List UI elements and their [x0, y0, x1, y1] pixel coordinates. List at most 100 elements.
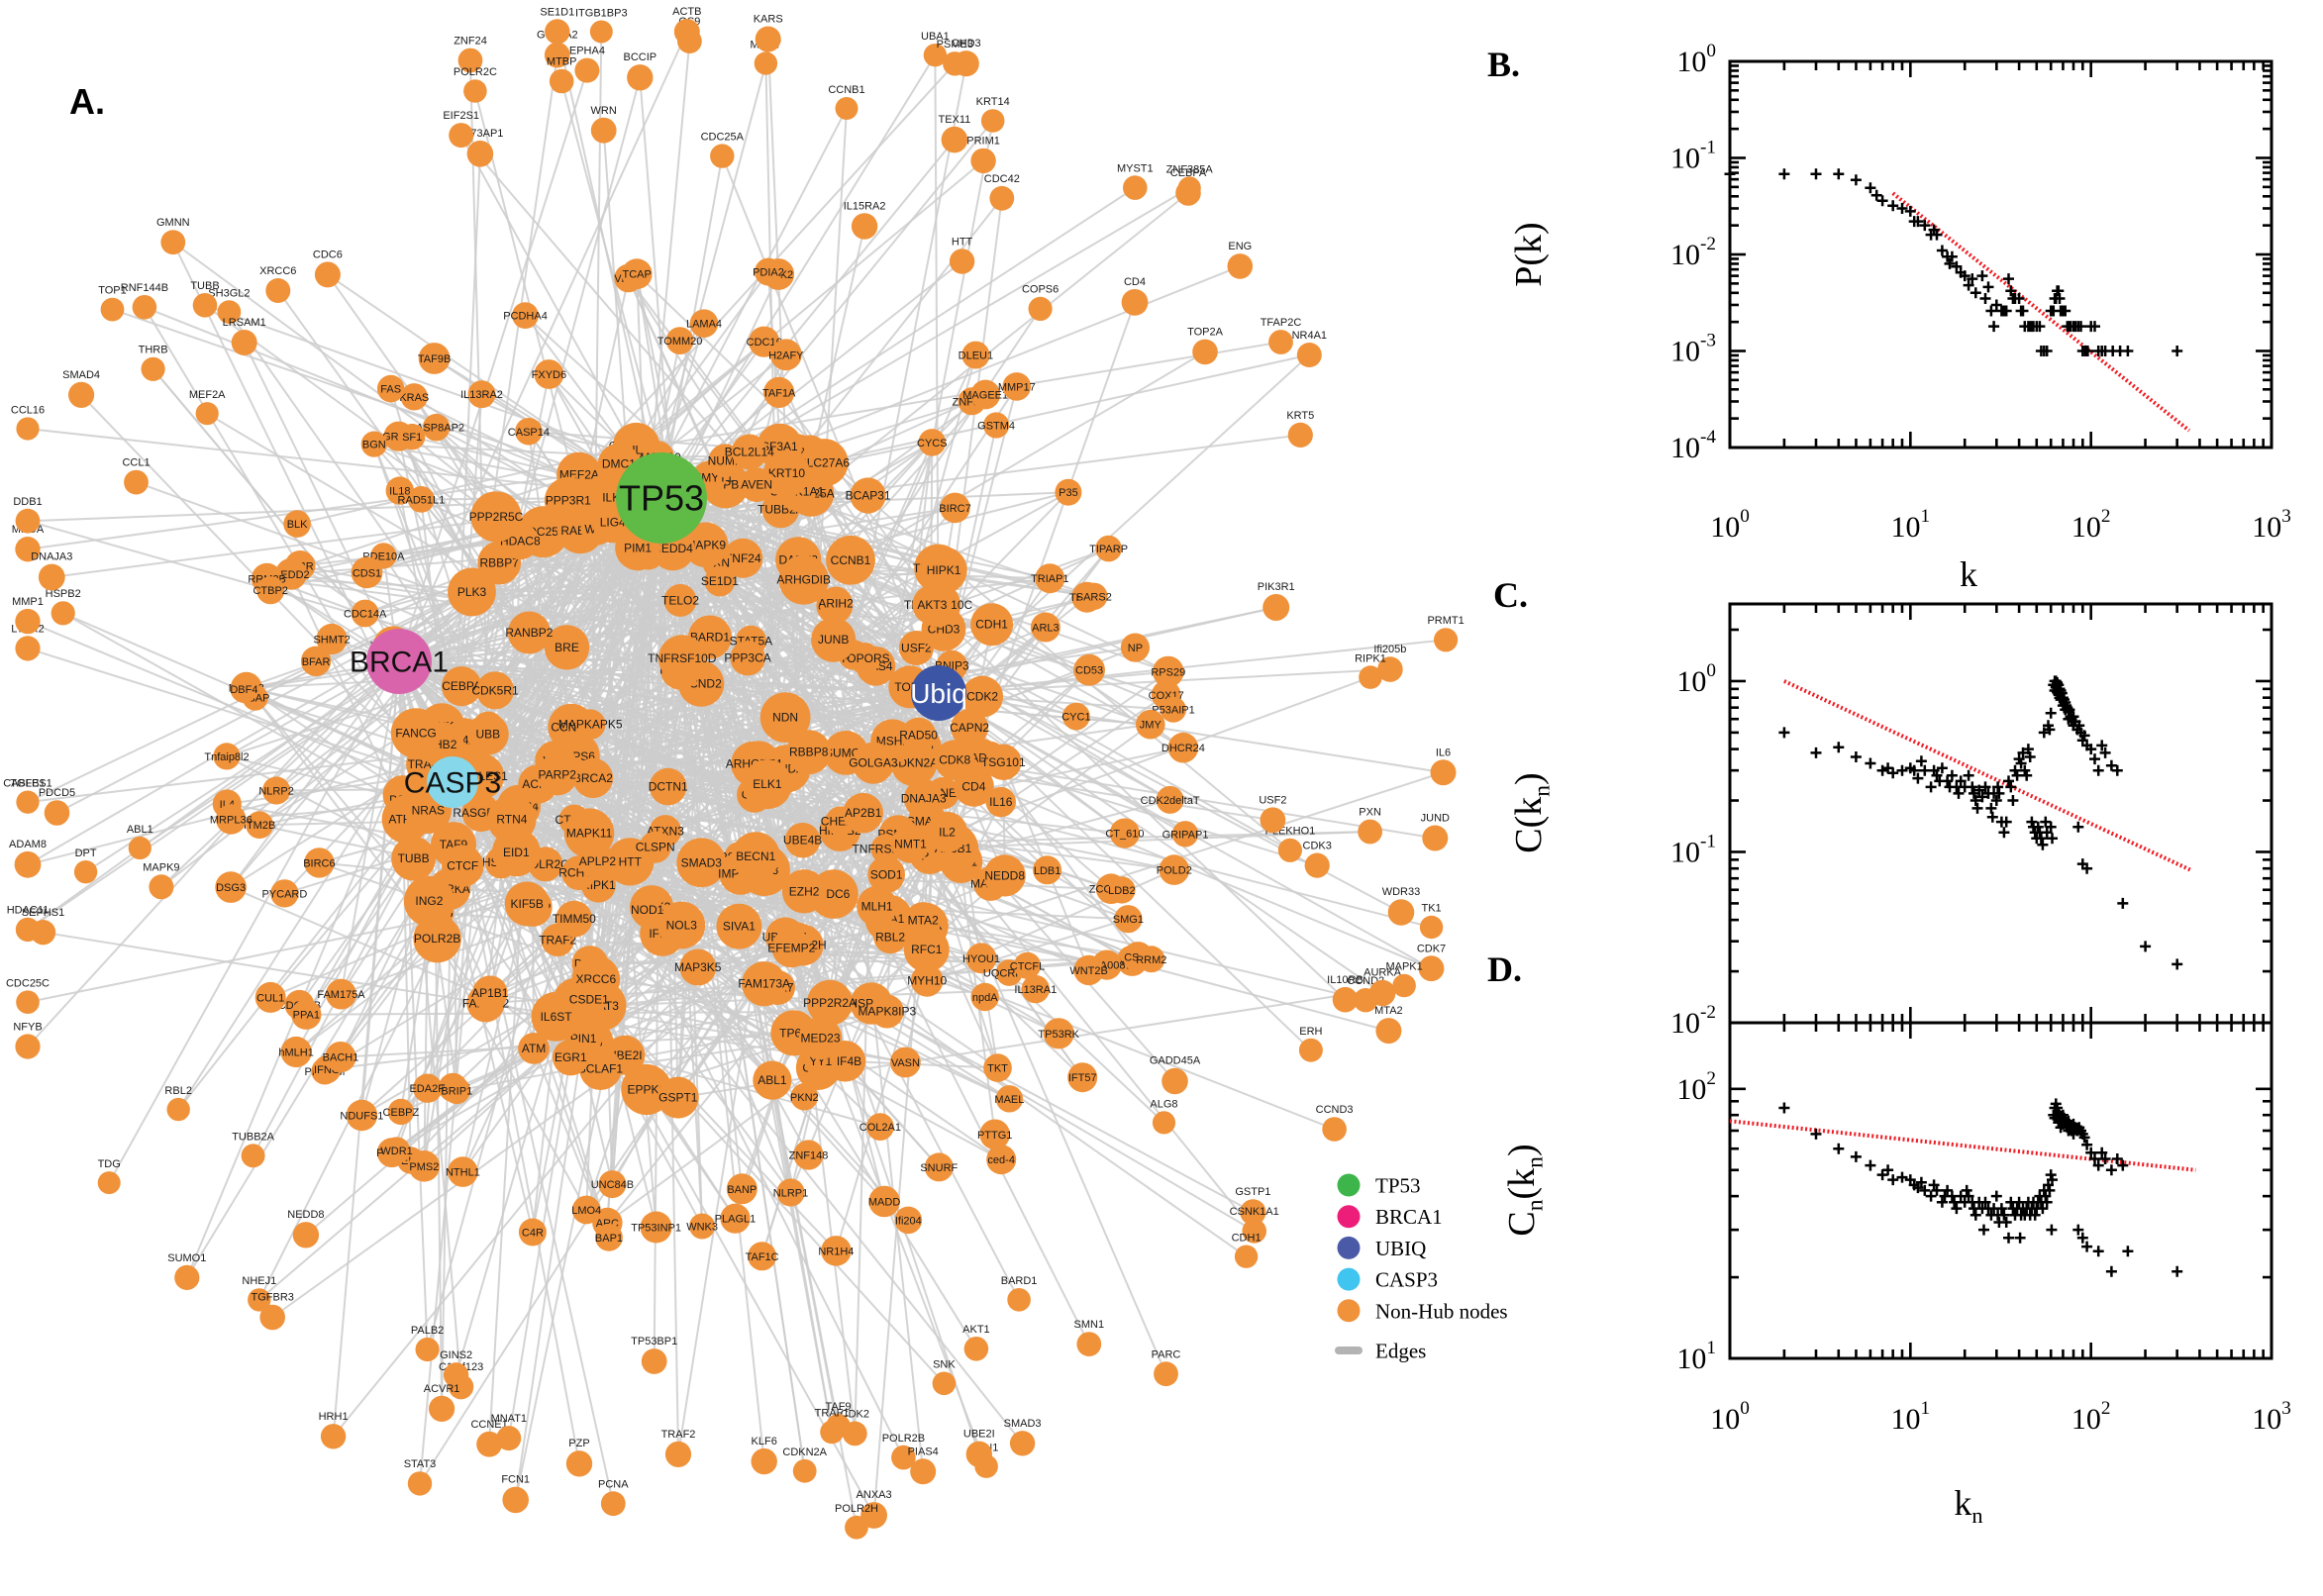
- network-node-label: CDK3: [1303, 841, 1332, 852]
- network-node: [1242, 1219, 1266, 1244]
- network-node: [470, 491, 522, 543]
- network-node: [246, 811, 273, 840]
- network-node: [1368, 979, 1396, 1007]
- network-node: [771, 928, 812, 968]
- network-node-label: AKT3: [917, 598, 947, 612]
- network-node: [965, 943, 997, 974]
- network-node-label: PPP2R5C: [469, 510, 524, 524]
- network-node: [751, 1447, 777, 1475]
- network-node: [800, 439, 849, 487]
- network-node: [985, 744, 1022, 780]
- network-node: [418, 343, 451, 374]
- network-node-label: HTT: [619, 854, 643, 868]
- network-node: [472, 975, 508, 1011]
- network-node-label: LDB2: [1108, 885, 1136, 897]
- network-node: [657, 901, 706, 949]
- x-tick-label: 102: [2071, 1398, 2111, 1436]
- network-node: [572, 757, 614, 799]
- network-node-label: MYH10: [907, 973, 947, 987]
- network-node: [673, 19, 700, 45]
- y-tick-label: 10-1: [1670, 831, 1716, 868]
- network-node: [835, 97, 858, 120]
- network-edge: [573, 639, 835, 821]
- network-node-label: POLR2C: [454, 66, 497, 78]
- network-node-label: NOD1: [631, 903, 664, 917]
- network-node-label: PIK3R1: [1258, 581, 1295, 593]
- network-node-label: MTA2: [1374, 1005, 1403, 1017]
- network-edge: [721, 155, 940, 694]
- x-tick-label: 100: [1710, 506, 1750, 544]
- network-node: [641, 1348, 667, 1374]
- scatter-points-B: [1724, 168, 2183, 356]
- network-node-label: NEDD8: [287, 1209, 324, 1221]
- network-edge: [592, 776, 841, 823]
- network-node: [778, 554, 829, 605]
- network-node-label: ADAM8: [9, 839, 47, 850]
- network-node-label: COPS6: [1022, 284, 1059, 296]
- network-node: [1030, 612, 1060, 643]
- network-node: [166, 1097, 190, 1122]
- network-node: [934, 740, 975, 781]
- legend-dot-non-hub-nodes: [1337, 1299, 1361, 1323]
- network-node-label: POLR2B: [882, 1433, 925, 1445]
- x-tick-label: 102: [2071, 506, 2111, 544]
- network-node: [475, 671, 515, 710]
- network-node: [544, 476, 592, 525]
- network-node-label: CCL16: [11, 404, 45, 416]
- hub-label-brca1: BRCA1: [350, 647, 449, 679]
- network-edge: [618, 159, 984, 465]
- network-node-label: GSTM4: [977, 421, 1015, 433]
- network-node-label: HYOU1: [962, 953, 1000, 965]
- network-node: [826, 535, 875, 585]
- network-node-label: PXN: [1359, 807, 1381, 819]
- network-node: [515, 418, 543, 446]
- network-node: [195, 402, 219, 426]
- network-node: [963, 1337, 989, 1361]
- legend-label: CASP3: [1375, 1268, 1438, 1292]
- network-edge: [27, 646, 395, 1047]
- network-node: [50, 601, 75, 626]
- network-node-label: TRIAP1: [1031, 573, 1069, 585]
- network-node: [1121, 289, 1149, 316]
- network-node: [1287, 422, 1313, 448]
- network-node-label: EGR1: [555, 1050, 587, 1064]
- network-node-label: CCNB1: [828, 84, 864, 96]
- network-node: [443, 1362, 469, 1388]
- fit-line-B: [1891, 191, 2191, 433]
- network-node-label: PTTG1: [977, 1130, 1012, 1142]
- plot-ticks-C: [1728, 604, 2273, 1025]
- network-node-label: TEX11: [938, 114, 970, 126]
- network-node-label: LMO4: [571, 1205, 601, 1217]
- network-node-label: BLK: [287, 519, 308, 531]
- network-node-label: SOD1: [870, 867, 903, 881]
- network-node: [595, 1223, 623, 1251]
- network-node: [15, 608, 41, 635]
- network-node-label: KRAS: [399, 392, 429, 404]
- network-node: [579, 843, 616, 879]
- network-edge: [537, 783, 757, 857]
- network-node-label: CASP14: [508, 427, 550, 439]
- network-node-label: CEBPZ: [383, 1107, 420, 1119]
- network-node-label: EPHA4: [569, 46, 605, 57]
- network-node: [627, 64, 654, 91]
- network-node: [97, 1171, 121, 1195]
- network-node-label: IL6: [1436, 747, 1451, 758]
- network-node: [731, 434, 767, 470]
- network-node: [399, 424, 426, 450]
- network-node: [894, 1206, 923, 1235]
- network-node: [748, 1242, 777, 1271]
- network-node-label: IL2: [939, 826, 956, 840]
- network-node: [351, 556, 383, 589]
- network-node-label: ENG: [1228, 241, 1252, 252]
- network-node-label: KLF6: [752, 1436, 777, 1447]
- network-edge: [810, 492, 1347, 1001]
- legend-edge-swatch: [1335, 1347, 1363, 1354]
- network-node: [720, 1203, 751, 1234]
- network-node: [910, 1458, 937, 1485]
- network-node-label: SHMT2: [313, 635, 350, 647]
- legend-label: Edges: [1375, 1340, 1426, 1363]
- y-axis-title: Cn​(kn​): [1501, 1144, 1548, 1236]
- network-node-label: PDIA2: [753, 267, 784, 279]
